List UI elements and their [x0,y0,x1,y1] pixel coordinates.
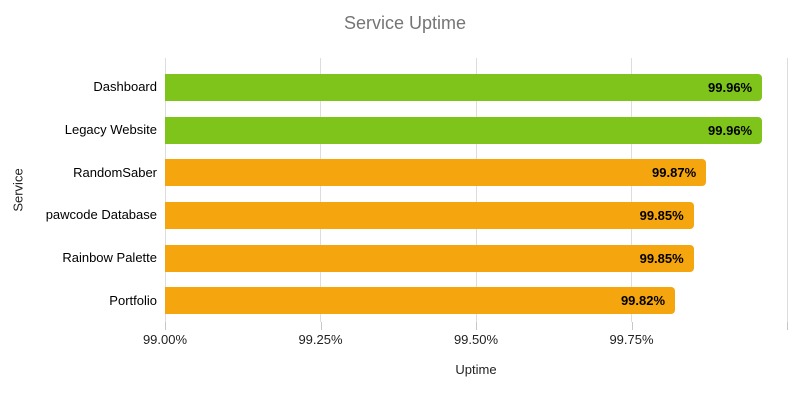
bar-value-label: 99.96% [708,79,753,95]
bar-value-label: 99.85% [639,250,684,266]
bar-portfolio: 99.82% [165,287,676,315]
x-axis-tick-label: 99.00% [142,332,188,347]
bar-randomsaber: 99.87% [165,159,707,187]
bar-legacy-website: 99.96% [165,116,763,144]
bar-rainbow-palette: 99.85% [165,244,694,272]
category-label: Legacy Website [64,122,157,137]
bar-dashboard: 99.96% [165,73,763,101]
x-axis-title: Uptime [455,362,497,377]
x-axis-tick [476,322,477,330]
bar-value-label: 99.87% [652,165,697,181]
plot-area: 99.96% 99.96% 99.87% 99.85% 99.85% 99.82% [164,58,788,322]
gridline [320,58,321,322]
bar-value-label: 99.85% [639,207,684,223]
x-axis-tick [320,322,322,330]
x-axis-tick [787,322,788,330]
category-label: Rainbow Palette [62,250,157,265]
x-axis-tick [165,322,166,330]
x-axis-tick [631,322,633,330]
category-label: pawcode Database [45,207,157,223]
gridline [631,58,632,322]
bar-value-label: 99.82% [620,293,666,309]
bar-value-label: 99.96% [708,122,753,138]
category-label: Dashboard [93,79,157,95]
gridline [475,58,477,322]
x-axis-tick-label: 99.50% [453,332,499,347]
bar-pawcode-database: 99.85% [165,201,694,229]
category-label: RandomSaber [73,164,157,180]
x-axis-tick-label: 99.25% [298,332,343,347]
x-axis-tick-label: 99.75% [609,332,654,347]
category-label: Portfolio [109,292,157,308]
chart-title: Service Uptime [343,13,467,33]
gridline [786,58,788,322]
gridline [164,58,166,322]
